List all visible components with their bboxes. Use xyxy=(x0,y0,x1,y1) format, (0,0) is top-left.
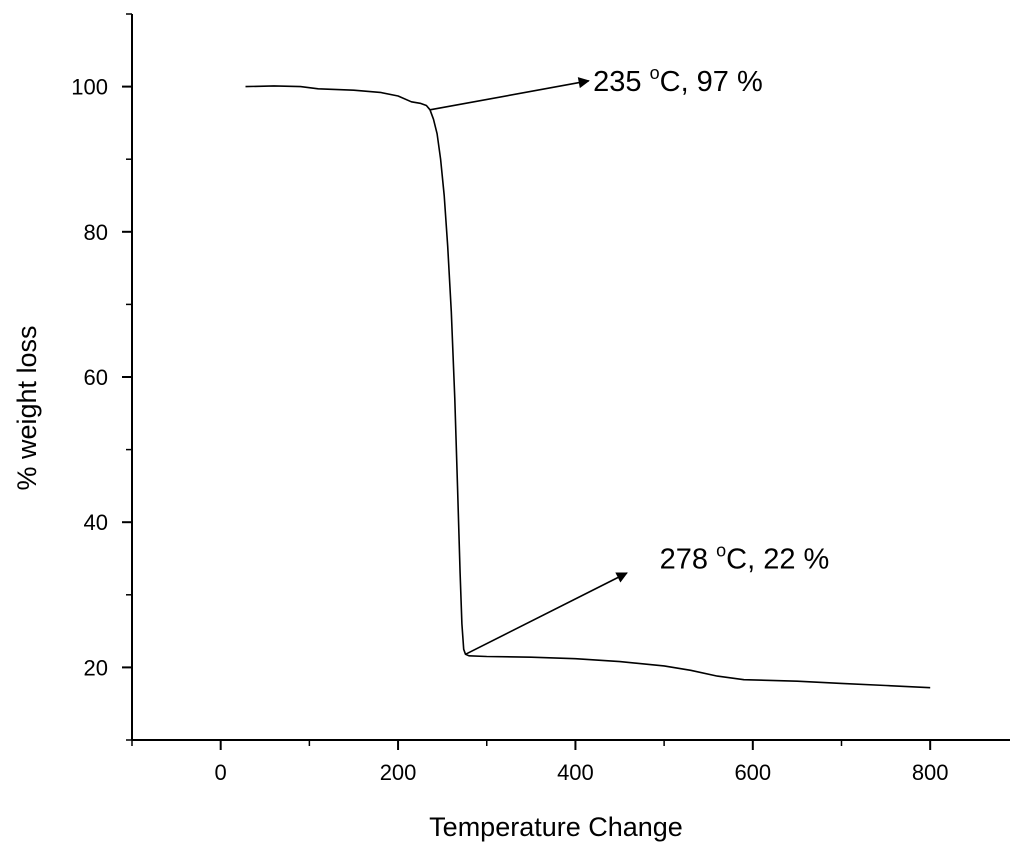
annotation-arrow xyxy=(429,77,590,111)
annotation-value: 278 xyxy=(660,544,716,576)
annotation-value: 235 xyxy=(593,66,649,98)
x-tick-label: 600 xyxy=(734,760,771,785)
x-tick-label: 0 xyxy=(215,760,227,785)
annotation-degree: o xyxy=(650,63,660,83)
annotation-label: 278 oC, 22 % xyxy=(660,541,830,576)
x-tick-label: 400 xyxy=(557,760,594,785)
series-line xyxy=(245,85,931,689)
y-tick-label: 40 xyxy=(84,510,108,535)
x-tick-label: 200 xyxy=(380,760,417,785)
plot-area xyxy=(245,85,931,689)
y-tick-label: 60 xyxy=(84,365,108,390)
y-tick-label: 20 xyxy=(84,655,108,680)
y-tick-label: 80 xyxy=(84,220,108,245)
annotation-suffix: C, 22 % xyxy=(726,544,829,576)
axes: 0 200 400 600 800 20 40 60 80 100 xyxy=(71,13,1010,785)
annotation-arrow xyxy=(465,572,628,656)
annotation-label: 235 oC, 97 % xyxy=(593,63,763,98)
y-tick-label: 100 xyxy=(71,75,108,100)
y-axis-title: % weight loss xyxy=(12,325,42,490)
annotation-degree: o xyxy=(716,541,726,561)
x-axis-title: Temperature Change xyxy=(429,812,683,842)
annotation-suffix: C, 97 % xyxy=(660,66,763,98)
annotations: 235 oC, 97 %278 oC, 22 % xyxy=(429,63,830,656)
x-tick-label: 800 xyxy=(912,760,949,785)
